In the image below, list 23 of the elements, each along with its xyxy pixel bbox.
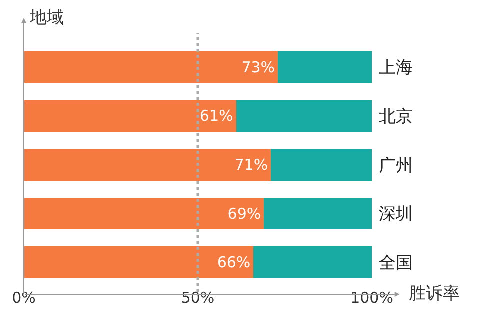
y-tick-label: 深圳 [379, 204, 413, 225]
bar [264, 198, 372, 230]
bar [24, 149, 272, 181]
x-axis-title: 胜诉率 [409, 284, 460, 304]
bar [24, 51, 278, 84]
x-tick-label: 0% [12, 289, 36, 307]
y-tick-label: 全国 [379, 254, 413, 274]
y-tick-label: 广州 [379, 156, 413, 176]
bar [254, 246, 372, 278]
y-tick-label: 北京 [379, 107, 413, 128]
bar [24, 246, 254, 278]
bar [278, 51, 372, 84]
data-label: 61% [200, 107, 234, 126]
bar [236, 100, 372, 132]
y-axis-title: 地域 [29, 8, 64, 28]
bar [271, 149, 372, 181]
data-label: 66% [217, 254, 251, 272]
bar [24, 100, 236, 132]
data-label: 73% [242, 58, 276, 76]
data-label: 71% [234, 156, 268, 174]
data-label: 69% [228, 204, 262, 223]
y-tick-label: 上海 [379, 58, 413, 78]
bar [24, 198, 264, 230]
